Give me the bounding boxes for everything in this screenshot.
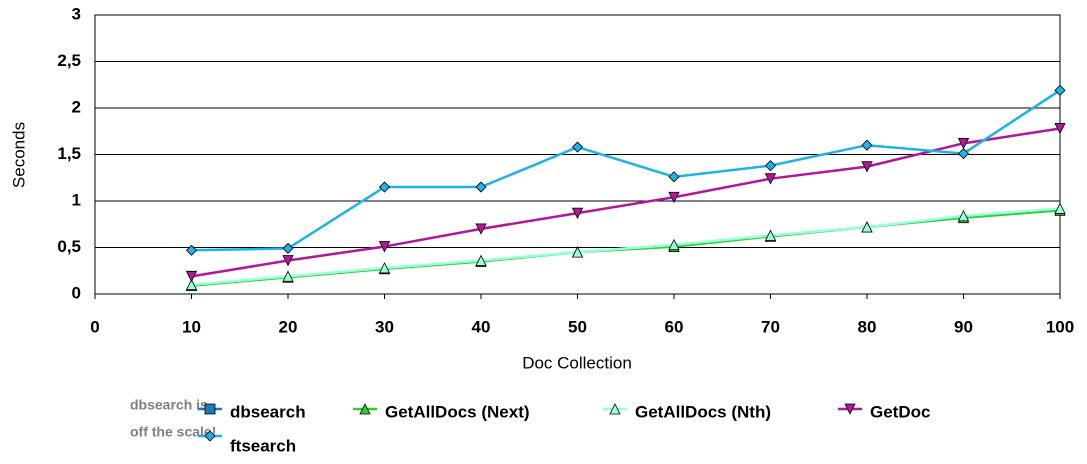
point (475, 223, 487, 235)
x-tick-label: 100 (1046, 317, 1074, 336)
point (282, 242, 294, 254)
point (668, 171, 680, 183)
x-axis-title: Doc Collection (522, 353, 632, 372)
point (957, 137, 970, 150)
point (185, 244, 198, 256)
x-tick-label: 80 (858, 317, 877, 336)
point (282, 255, 294, 267)
point (764, 160, 777, 172)
y-tick-label: 2 (72, 97, 81, 116)
y-tick-label: 0,5 (57, 237, 81, 256)
legend-marker (204, 430, 216, 442)
point (957, 148, 970, 160)
annotation: dbsearch is (130, 397, 208, 413)
series-line (191, 89, 1061, 252)
x-tick-label: 30 (375, 317, 394, 336)
series-line (191, 127, 1061, 278)
point (1054, 123, 1066, 135)
y-tick-label: 1,5 (57, 144, 81, 163)
point (185, 270, 198, 283)
x-tick-label: 20 (279, 317, 298, 336)
x-tick-label: 50 (568, 317, 587, 336)
legend-marker (359, 403, 371, 415)
point (475, 181, 487, 193)
point (957, 209, 970, 222)
x-tick-label: 70 (761, 317, 780, 336)
point (571, 207, 584, 219)
y-tick-label: 2,5 (57, 51, 81, 70)
point (668, 238, 680, 251)
x-tick-label: 40 (472, 317, 491, 336)
point (1054, 84, 1066, 96)
x-tick-label: 10 (182, 317, 201, 336)
annotation: off the scale! (130, 424, 216, 440)
point (378, 262, 391, 274)
point (571, 141, 584, 153)
y-tick-label: 3 (72, 4, 81, 23)
legend-label: GetAllDocs (Nth) (635, 402, 771, 421)
point (475, 254, 487, 266)
point (282, 270, 294, 282)
point (861, 161, 873, 173)
legend-marker (844, 403, 856, 415)
point (764, 229, 777, 241)
legend-label: GetDoc (870, 402, 930, 421)
x-tick-label: 0 (90, 317, 99, 336)
x-tick-label: 90 (954, 317, 973, 336)
legend-label: GetAllDocs (Next) (385, 402, 530, 421)
point (1054, 202, 1066, 214)
y-tick-label: 1 (72, 190, 81, 209)
legend-label: dbsearch (230, 402, 306, 421)
series-line (191, 207, 1061, 286)
point (378, 181, 391, 193)
y-axis-title: Seconds (9, 122, 28, 188)
y-tick-label: 0 (72, 283, 81, 302)
point (861, 139, 873, 151)
point (668, 191, 680, 204)
legend-label: ftsearch (230, 436, 296, 455)
x-tick-label: 60 (665, 317, 684, 336)
legend-marker (609, 403, 621, 415)
point (764, 173, 777, 185)
point (861, 221, 873, 233)
point (185, 278, 198, 291)
legend-marker (204, 403, 216, 415)
point (571, 246, 584, 258)
point (378, 241, 391, 253)
